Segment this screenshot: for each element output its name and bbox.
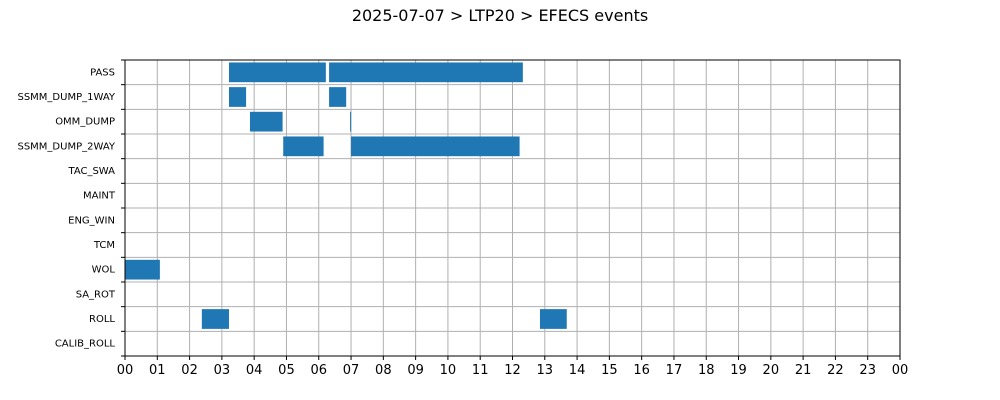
x-tick-label: 04	[246, 363, 263, 378]
x-tick-label: 15	[601, 363, 618, 378]
axis-layer: 00 01 02 03 04 05 06 07 08 09 10 11 12 13 14 15 16 17 18 19…	[17, 59, 909, 378]
x-tick-label: 01	[149, 363, 166, 378]
y-category-label: ROLL	[89, 314, 115, 325]
x-tick-label: 17	[666, 363, 683, 378]
x-tick-label: 21	[795, 363, 812, 378]
y-category-label: TCM	[93, 240, 115, 251]
x-tick-label: 20	[763, 363, 780, 378]
event-bar	[249, 111, 283, 132]
x-tick-label: 23	[859, 363, 876, 378]
x-tick-label: 07	[343, 363, 360, 378]
x-tick-label: 00	[117, 363, 134, 378]
y-category-label: MAINT	[83, 191, 116, 202]
x-tick-label: 08	[375, 363, 392, 378]
x-tick-label: 11	[472, 363, 489, 378]
x-tick-label: 10	[440, 363, 457, 378]
y-category-label: OMM_DUMP	[55, 117, 115, 128]
x-tick-label: 12	[504, 363, 521, 378]
event-bar	[329, 87, 347, 107]
event-bar	[283, 136, 324, 157]
event-bar	[228, 87, 247, 107]
y-category-label: CALIB_ROLL	[55, 339, 116, 350]
event-bar	[350, 111, 352, 132]
y-category-label: TAC_SWA	[67, 166, 115, 177]
x-tick-label: 16	[633, 363, 650, 378]
x-tick-label: 02	[181, 363, 198, 378]
x-tick-label: 05	[278, 363, 295, 378]
x-tick-label: 09	[407, 363, 424, 378]
x-tick-label: 22	[827, 363, 844, 378]
event-bar	[228, 62, 326, 83]
x-tick-label: 18	[698, 363, 715, 378]
chart-title: 2025-07-07 > LTP20 > EFECS events	[351, 6, 649, 25]
event-bar	[329, 62, 523, 83]
bars-layer	[125, 62, 567, 329]
x-tick-label: 19	[730, 363, 747, 378]
x-tick-label: 13	[537, 363, 554, 378]
y-category-label: PASS	[90, 67, 115, 78]
event-bar	[201, 309, 229, 329]
event-bar	[539, 309, 567, 329]
y-category-label: ENG_WIN	[68, 215, 115, 226]
plot-frame	[124, 59, 901, 357]
y-category-label: SSMM_DUMP_2WAY	[17, 141, 115, 152]
x-tick-label: 00	[892, 363, 909, 378]
event-bar	[351, 136, 520, 157]
event-bar	[125, 259, 160, 280]
y-category-label: SSMM_DUMP_1WAY	[17, 92, 115, 103]
y-category-label: WOL	[92, 265, 116, 276]
x-tick-label: 06	[310, 363, 327, 378]
x-tick-label: 03	[214, 363, 231, 378]
grid-layer	[125, 60, 900, 356]
y-category-label: SA_ROT	[76, 289, 116, 300]
x-tick-label: 14	[569, 363, 586, 378]
